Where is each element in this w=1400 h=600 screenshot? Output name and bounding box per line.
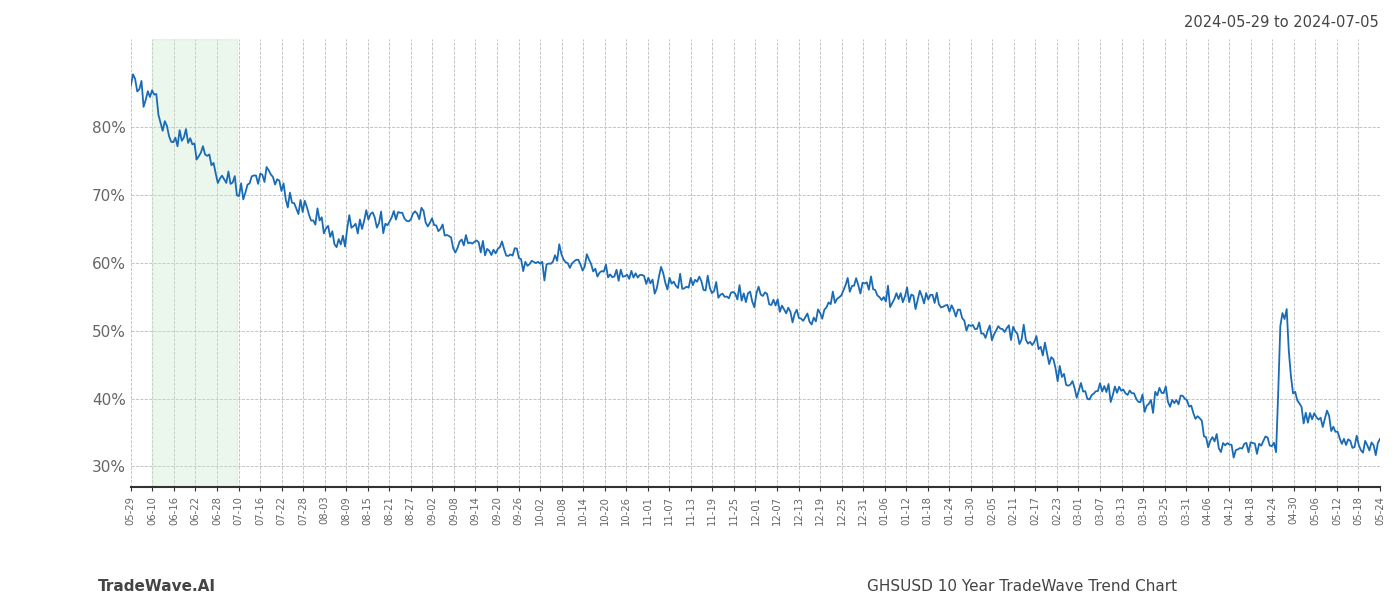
Text: GHSUSD 10 Year TradeWave Trend Chart: GHSUSD 10 Year TradeWave Trend Chart [867,579,1177,594]
Bar [153,39,237,487]
Text: 2024-05-29 to 2024-07-05: 2024-05-29 to 2024-07-05 [1184,15,1379,30]
Text: TradeWave.AI: TradeWave.AI [98,579,216,594]
